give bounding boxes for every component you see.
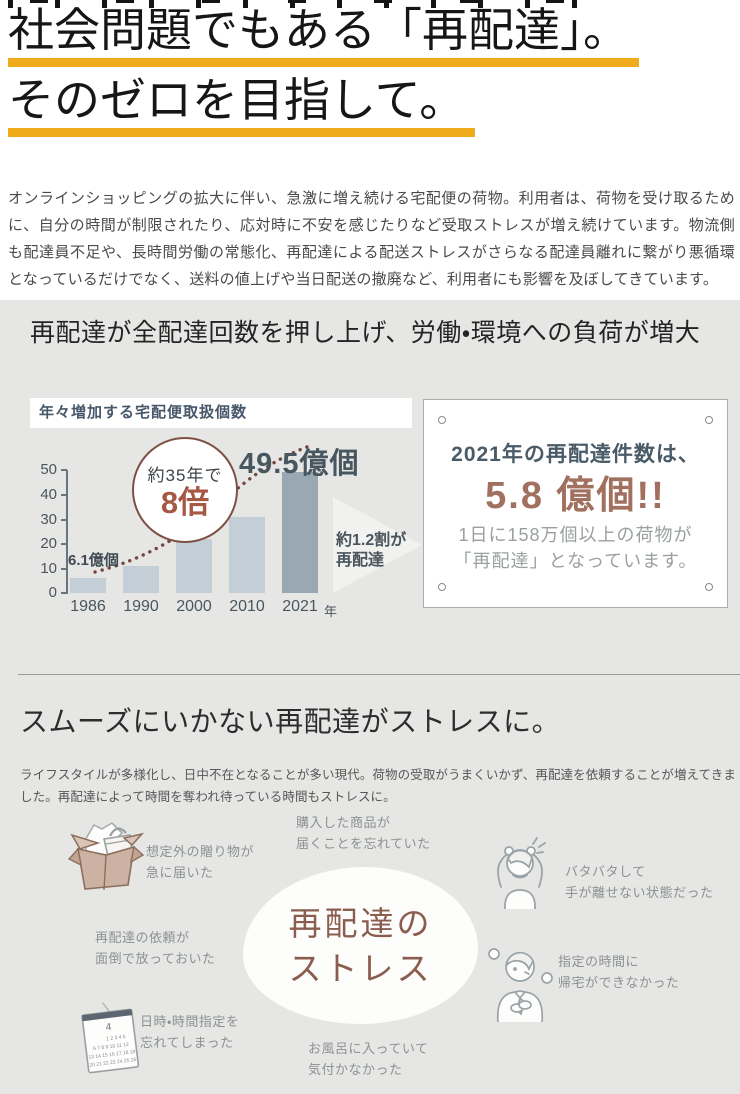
redelivery-count-card: 2021年の再配達件数は、 5.8 億個!! 1日に158万個以上の荷物が 「再… (423, 399, 728, 608)
hero-title-line2: そのゼロを目指して。 (8, 75, 476, 137)
card-subtext-line2: 「再配達」となっています。 (453, 551, 698, 571)
cause-too-busy: バタバタして 手が離せない状態だった (565, 864, 714, 900)
card-title: 2021年の再配達件数は、 (451, 443, 700, 466)
bar-2021 (282, 472, 318, 593)
cause-postponed-request: 再配達の依頼が 面倒で放っておいた (95, 930, 216, 966)
y-tick (61, 543, 67, 545)
chart-title: 年々増加する宅配便取扱個数 (30, 398, 412, 428)
x-axis-unit-label: 年 (324, 604, 338, 619)
corner-pin-icon (705, 583, 713, 591)
svg-text:1 2 3 4 5: 1 2 3 4 5 (106, 1034, 126, 1042)
corner-pin-icon (438, 583, 446, 591)
growth-annotation-line2: 8倍 (160, 484, 210, 520)
cause-unexpected-gift: 想定外の贈り物が 急に届いた (146, 844, 255, 880)
cause-forgot-purchase: 購入した商品が 届くことを忘れていた (296, 815, 431, 851)
x-tick-label: 2021 (282, 598, 318, 615)
last-bar-value-label: 49.5億個 (239, 448, 360, 480)
cause-forgot-schedule: 日時・時間指定を 忘れてしまった (140, 1014, 240, 1050)
bar-2000 (176, 539, 212, 593)
svg-text:20 21 22 23 24 25 26: 20 21 22 23 24 25 26 (89, 1057, 137, 1069)
y-tick-label: 10 (40, 560, 57, 577)
x-tick-label: 1986 (70, 598, 106, 615)
hero-title-line1: 社会問題でもある「再配達」。 (8, 5, 639, 67)
y-tick (61, 519, 67, 521)
cause-in-bath: お風呂に入っていて 気付かなかった (308, 1041, 429, 1077)
y-tick (61, 494, 67, 496)
card-subtext-line1: 1日に158万個以上の荷物が (458, 525, 693, 545)
growth-annotation-line1: 約35年で (147, 465, 223, 485)
stats-heading: 再配達が全配達回数を押し上げ、労働・環境への負荷が増大 (30, 319, 701, 347)
y-tick-label: 50 (40, 461, 57, 478)
section-divider (18, 674, 740, 675)
worried-person-icon (488, 948, 553, 1022)
stress-bubble: 再配達の ストレス (243, 867, 478, 1024)
y-tick (61, 592, 67, 594)
y-axis-line (66, 470, 68, 594)
x-tick-label: 2000 (176, 598, 212, 615)
bar-chart: 約35年で 8倍 6.1億個 49.5億個 年 1986 1990 2000 2010… (30, 398, 412, 630)
redelivery-share-note-line1: 約1.2割が (336, 532, 407, 549)
bar-2010 (229, 517, 265, 593)
flustered-person-icon (497, 837, 546, 909)
y-tick-label: 40 (40, 486, 57, 503)
hero-title-line1-text: 社会問題でもある「再配達」。 (8, 5, 639, 67)
svg-text:4: 4 (105, 1022, 112, 1034)
cause-not-home: 指定の時間に 帰宅ができなかった (558, 954, 680, 990)
svg-text:6 7 8 9 10 11 12: 6 7 8 9 10 11 12 (93, 1042, 129, 1052)
gift-box-icon (68, 821, 144, 891)
y-tick-label: 20 (40, 535, 57, 552)
card-headline: 5.8 億個!! (485, 475, 666, 517)
hero-title-line2-text: そのゼロを目指して。 (8, 75, 476, 137)
arrow-right-icon (333, 497, 422, 593)
redelivery-share-note-line2: 再配達 (336, 552, 385, 569)
stress-heading: スムーズにいかない再配達がストレスに。 (20, 706, 561, 737)
y-tick (61, 568, 67, 570)
x-tick-label: 1990 (123, 598, 159, 615)
calendar-icon: 4 1 2 3 4 5 6 7 8 9 10 11 12 13 14 15 16… (81, 1002, 140, 1074)
growth-annotation-circle: 約35年で 8倍 (132, 437, 238, 543)
corner-pin-icon (438, 416, 446, 424)
y-tick-label: 30 (40, 511, 57, 528)
intro-paragraph: オンラインショッピングの拡大に伴い、急激に増え続ける宅配便の荷物。利用者は、荷物… (8, 190, 735, 288)
first-bar-value-label: 6.1億個 (68, 552, 119, 569)
stress-bubble-line2: ストレス (288, 949, 433, 987)
y-tick-label: 0 (48, 584, 57, 601)
y-tick (61, 469, 67, 471)
cropped-heading-remnant (8, 0, 608, 8)
corner-pin-icon (705, 416, 713, 424)
bar-1986 (70, 578, 106, 593)
stress-paragraph: ライフスタイルが多様化し、日中不在となることが多い現代。荷物の受取がうまくいかず… (20, 767, 736, 804)
svg-text:13 14 15 16 17 18 19: 13 14 15 16 17 18 19 (88, 1049, 136, 1061)
redelivery-share-note: 約1.2割が 再配達 (336, 531, 406, 571)
bar-1990 (123, 566, 159, 593)
x-tick-label: 2010 (229, 598, 265, 615)
stress-bubble-line1: 再配達の (288, 904, 433, 942)
